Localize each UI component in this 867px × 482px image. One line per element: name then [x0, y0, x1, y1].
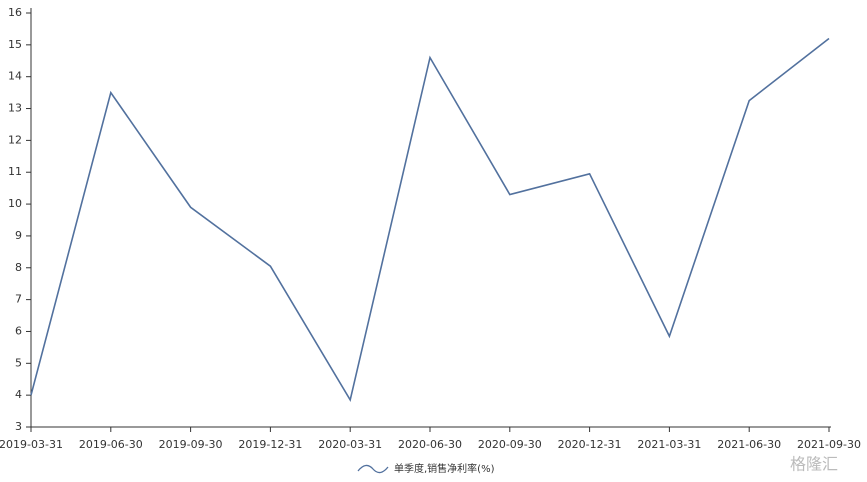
watermark: 格隆汇 — [790, 455, 838, 474]
y-tick-label: 7 — [15, 293, 22, 306]
y-tick-label: 13 — [8, 102, 22, 115]
y-tick-label: 14 — [8, 70, 22, 83]
legend-label: 单季度,销售净利率(%) — [394, 462, 495, 475]
y-tick-label: 4 — [15, 388, 22, 401]
data-line — [30, 37, 830, 403]
y-tick-label: 12 — [8, 133, 22, 146]
y-tick-label: 6 — [15, 324, 22, 337]
legend-icon — [357, 464, 389, 474]
y-tick-label: 11 — [8, 165, 22, 178]
x-tick-label: 2019-12-31 — [238, 438, 302, 451]
x-tick-label: 2021-09-30 — [797, 438, 861, 451]
x-tick-label: 2021-03-31 — [637, 438, 701, 451]
y-tick-label: 8 — [15, 261, 22, 274]
y-tick-label: 16 — [8, 6, 22, 19]
y-tick-label: 3 — [15, 420, 22, 433]
x-tick-label: 2020-03-31 — [318, 438, 382, 451]
y-tick-label: 5 — [15, 356, 22, 369]
x-tick-label: 2020-12-31 — [558, 438, 622, 451]
y-tick-label: 15 — [8, 38, 22, 51]
x-tick-label: 2020-06-30 — [398, 438, 462, 451]
x-tick-label: 2021-06-30 — [717, 438, 781, 451]
x-tick-label: 2019-09-30 — [159, 438, 223, 451]
x-tick-label: 2020-09-30 — [478, 438, 542, 451]
y-tick-label: 9 — [15, 229, 22, 242]
x-tick-label: 2019-03-31 — [0, 438, 63, 451]
x-tick-label: 2019-06-30 — [79, 438, 143, 451]
y-tick-label: 10 — [8, 197, 22, 210]
